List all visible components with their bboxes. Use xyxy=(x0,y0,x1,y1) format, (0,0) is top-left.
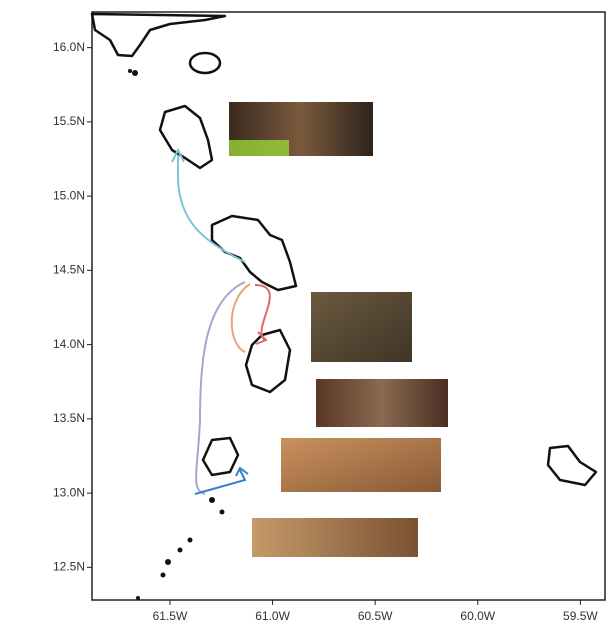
x-tick-label: 59.5W xyxy=(563,609,598,623)
islands xyxy=(90,12,598,600)
x-tick-label: 60.5W xyxy=(358,609,393,623)
y-tick-label: 15.0N xyxy=(53,188,85,202)
x-tick-label: 61.0W xyxy=(255,609,290,623)
y-tick-label: 13.0N xyxy=(53,485,85,499)
x-tick-label: 60.0W xyxy=(460,609,495,623)
gecko-photos xyxy=(229,102,448,557)
y-tick-label: 14.0N xyxy=(53,337,85,351)
y-tick-label: 16.0N xyxy=(53,40,85,54)
y-tick-label: 15.5N xyxy=(53,114,85,128)
y-tick-label: 12.5N xyxy=(53,560,85,574)
y-tick-label: 13.5N xyxy=(53,411,85,425)
x-tick-label: 61.5W xyxy=(153,609,188,623)
y-tick-label: 14.5N xyxy=(53,263,85,277)
dispersal-arrows xyxy=(171,147,271,495)
